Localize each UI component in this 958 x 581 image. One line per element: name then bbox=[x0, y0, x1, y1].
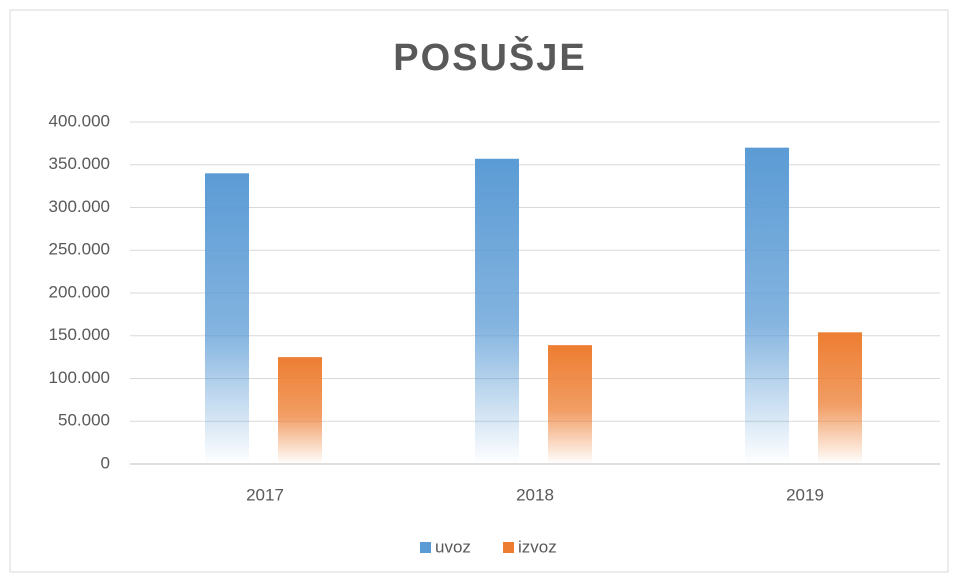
y-tick-label: 50.000 bbox=[58, 411, 110, 430]
bar bbox=[278, 357, 322, 464]
y-tick-label: 350.000 bbox=[49, 154, 110, 173]
y-tick-label: 0 bbox=[101, 453, 110, 472]
x-tick-label: 2017 bbox=[246, 485, 284, 504]
legend-swatch bbox=[503, 542, 514, 553]
y-tick-label: 100.000 bbox=[49, 368, 110, 387]
bar bbox=[548, 345, 592, 464]
y-tick-label: 300.000 bbox=[49, 197, 110, 216]
bar bbox=[818, 332, 862, 464]
legend-swatch bbox=[420, 542, 431, 553]
x-tick-label: 2018 bbox=[516, 485, 554, 504]
y-tick-label: 200.000 bbox=[49, 282, 110, 301]
chart-title: POSUŠJE bbox=[393, 34, 587, 79]
x-tick-label: 2019 bbox=[786, 485, 824, 504]
bar bbox=[475, 158, 519, 464]
bar bbox=[745, 147, 789, 464]
bar bbox=[205, 173, 249, 465]
legend-label: uvoz bbox=[435, 537, 471, 556]
y-tick-label: 250.000 bbox=[49, 240, 110, 259]
y-tick-label: 400.000 bbox=[49, 111, 110, 130]
y-tick-label: 150.000 bbox=[49, 325, 110, 344]
legend-label: izvoz bbox=[518, 537, 557, 556]
